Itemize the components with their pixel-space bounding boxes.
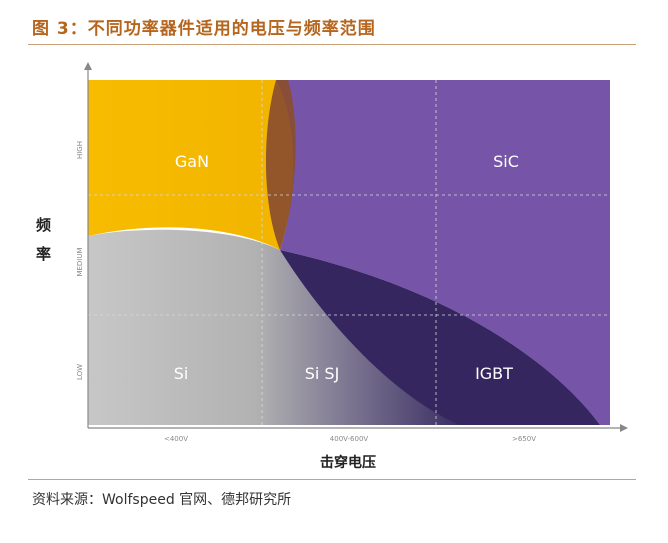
label-gan: GaN	[175, 152, 209, 171]
y-tick-medium: MEDIUM	[76, 247, 84, 276]
x-axis-label: 击穿电压	[320, 455, 376, 471]
gan-region	[88, 80, 294, 250]
title-divider	[28, 44, 636, 45]
label-igbt: IGBT	[475, 364, 513, 383]
x-tick-mid-voltage: 400V-600V	[330, 435, 369, 443]
grid-lines	[88, 80, 610, 425]
label-si: Si	[174, 364, 189, 383]
x-tick-high-voltage: >650V	[512, 435, 536, 443]
gan-sic-overlap	[265, 80, 296, 250]
source-note: 资料来源：Wolfspeed 官网、德邦研究所	[32, 492, 292, 508]
si-region	[88, 229, 460, 425]
label-sic: SiC	[493, 152, 519, 171]
figure-title: 图 3：不同功率器件适用的电压与频率范围	[32, 19, 376, 39]
label-si-sj: Si SJ	[305, 364, 340, 383]
axes	[84, 62, 628, 432]
y-axis-label-char-1: 频	[36, 216, 52, 234]
y-tick-low: LOW	[76, 364, 84, 380]
source-divider	[28, 479, 636, 480]
x-tick-low-voltage: <400V	[164, 435, 188, 443]
igbt-region	[280, 250, 600, 425]
y-axis-label-char-2: 率	[36, 245, 52, 263]
y-tick-high: HIGH	[76, 141, 84, 159]
sic-region	[276, 80, 610, 425]
